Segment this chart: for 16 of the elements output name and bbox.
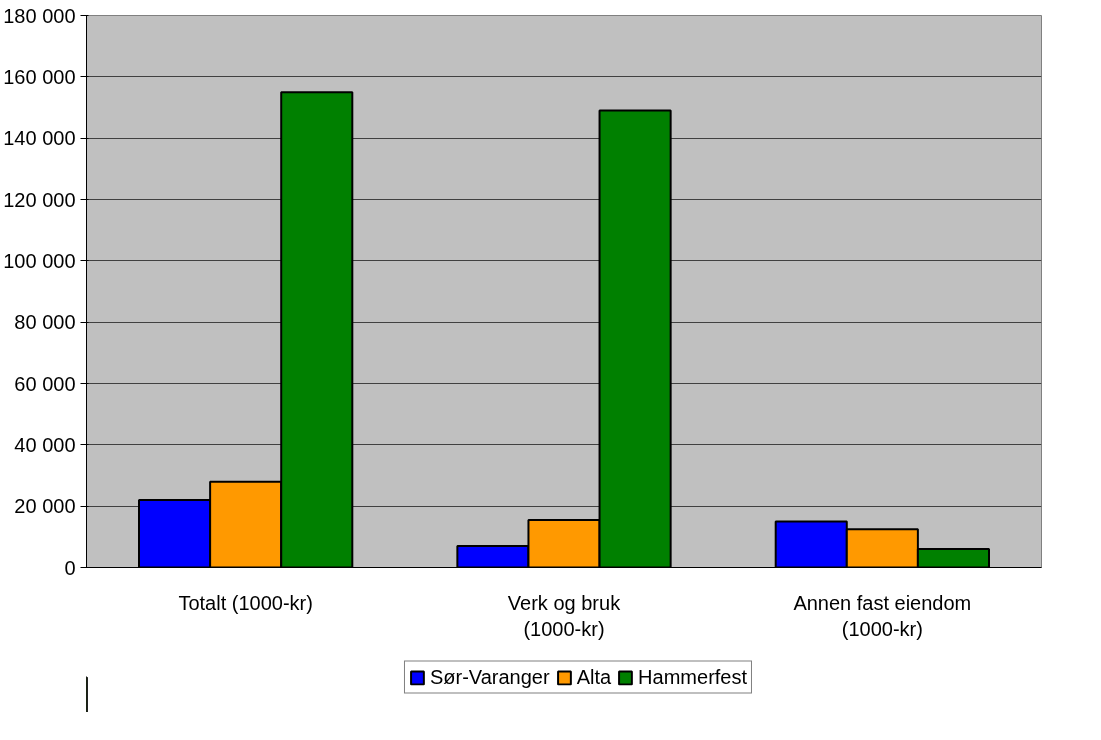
y-tick-label: 60 000	[14, 372, 76, 395]
y-tick-label: 100 000	[3, 249, 76, 272]
y-tick-label: 40 000	[14, 433, 76, 456]
y-tick-label: 120 000	[3, 188, 76, 211]
y-tick-label: 80 000	[14, 311, 76, 334]
legend-label: Sør-Varanger	[429, 665, 550, 689]
x-tick-label: Verk og bruk (1000-kr)	[507, 591, 622, 640]
y-tick-label: 0	[64, 556, 76, 579]
x-tick-label: Annen fast eiendom (1000-kr)	[793, 591, 972, 640]
legend-label: Alta	[576, 665, 612, 689]
y-tick-label: 140 000	[3, 127, 76, 150]
y-tick-label: 180 000	[3, 4, 76, 27]
x-tick-label: Totalt (1000-kr)	[178, 591, 313, 614]
y-tick-label: 20 000	[14, 495, 76, 518]
legend-label: Hammerfest	[638, 665, 748, 689]
y-tick-label: 160 000	[3, 65, 76, 88]
